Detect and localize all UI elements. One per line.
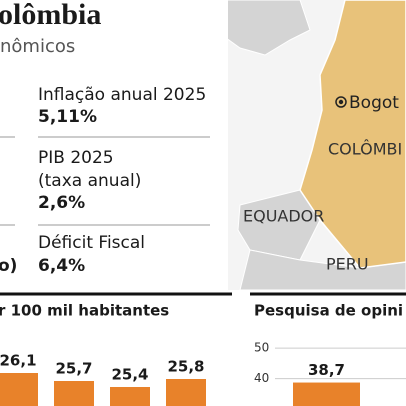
map-capital-dot: [338, 99, 344, 105]
subtitle: nômicos: [0, 36, 75, 57]
title: olômbia: [0, 0, 101, 31]
map-label: COLÔMBI: [328, 140, 402, 159]
indicator-label: Déficit Fiscal: [38, 233, 145, 253]
left-fragment: o): [0, 256, 17, 276]
y-tick-label: 40: [254, 371, 269, 385]
map-label: PERU: [326, 255, 369, 274]
map-colombia: [299, 0, 406, 269]
bar: [0, 373, 38, 406]
value-label: 38,7: [308, 361, 345, 379]
map-capital-marker: [335, 96, 347, 108]
bar: [110, 387, 150, 406]
indicator-value: 5,11%: [38, 107, 97, 127]
indicator-value: 2,6%: [38, 193, 85, 213]
map-label: Bogot: [349, 93, 399, 113]
bar: [166, 379, 206, 406]
value-label: 25,8: [167, 358, 204, 376]
value-label: 25,7: [55, 360, 92, 378]
indicator-note: (taxa anual): [38, 171, 141, 191]
bar: [54, 381, 94, 406]
indicator-value: 6,4%: [38, 256, 85, 276]
value-label: 26,1: [0, 352, 37, 370]
value-label: 25,4: [111, 366, 148, 384]
indicator-label: PIB 2025: [38, 148, 114, 168]
y-tick-label: 50: [254, 341, 269, 355]
chart-title: r 100 mil habitantes: [0, 302, 169, 320]
indicator-label: Inflação anual 2025: [38, 85, 206, 105]
bar: [293, 382, 360, 406]
map-label: EQUADOR: [243, 207, 324, 226]
text-panel: [0, 0, 228, 290]
chart-title: Pesquisa de opini: [254, 302, 403, 320]
